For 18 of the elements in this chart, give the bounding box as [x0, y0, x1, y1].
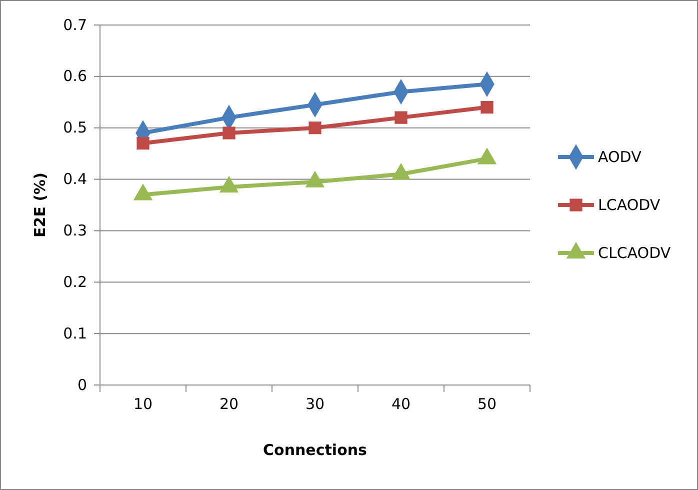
y-tick-label: 0.4: [63, 170, 87, 188]
x-tick-label: 20: [219, 395, 239, 413]
y-tick-label: 0.5: [63, 118, 87, 137]
legend-label: LCAODV: [598, 196, 661, 214]
y-tick-label: 0.7: [63, 16, 87, 34]
y-tick-label: 0.2: [63, 272, 87, 291]
y-axis-title: E2E (%): [31, 172, 49, 238]
legend-label: AODV: [598, 148, 642, 166]
y-tick-label: 0: [77, 376, 87, 394]
y-tick-label: 0.1: [63, 324, 87, 342]
y-tick-label: 0.6: [63, 67, 87, 86]
x-tick-label: 10: [133, 395, 153, 413]
x-axis-title: Connections: [263, 441, 368, 459]
x-tick-label: 50: [477, 395, 497, 413]
y-tick-label: 0.3: [63, 222, 87, 240]
x-tick-label: 40: [391, 395, 411, 413]
x-tick-label: 30: [305, 395, 325, 413]
legend-label: CLCAODV: [598, 244, 672, 262]
